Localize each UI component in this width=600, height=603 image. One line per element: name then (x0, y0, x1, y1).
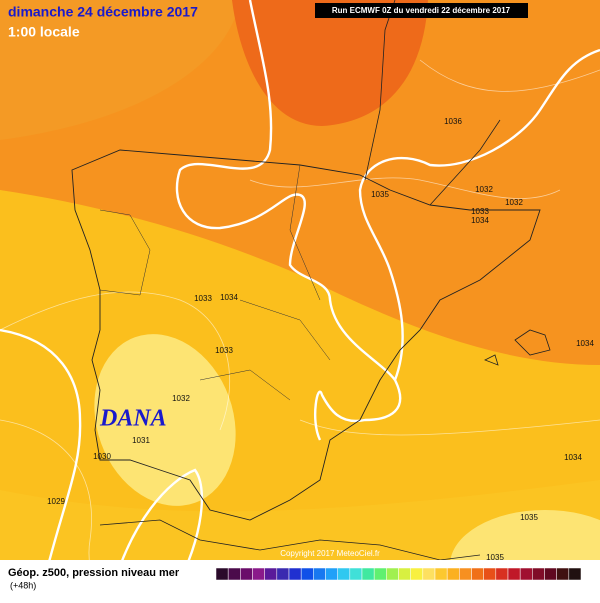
colorbar-swatch (264, 567, 278, 581)
legend-title: Géop. z500, pression niveau mer (8, 567, 180, 579)
orange-zone-light (0, 0, 240, 140)
colorbar-swatch (507, 567, 521, 581)
pressure-label: 1032 (172, 394, 190, 403)
colorbar-swatch (495, 567, 509, 581)
colorbar-swatch (568, 567, 582, 581)
copyright: Copyright 2017 MeteoCiel.fr (280, 549, 380, 558)
colorbar-swatch (337, 567, 351, 581)
colorbar-swatch (227, 567, 241, 581)
title: dimanche 24 décembre 2017 (8, 4, 198, 20)
colorbar-swatch (422, 567, 436, 581)
colorbar-swatch (459, 567, 472, 581)
pressure-label: 1030 (93, 452, 111, 461)
lead-time: (+48h) (10, 580, 36, 590)
colorbar-swatch (300, 567, 314, 581)
pressure-label: 1035 (520, 513, 538, 522)
pressure-label: 1033 (194, 294, 212, 303)
pressure-label: 1033 (215, 346, 233, 355)
run-box (315, 3, 528, 18)
colorbar-swatch (544, 567, 557, 581)
colorbar-swatch (361, 567, 375, 581)
subtitle: 1:00 locale (8, 24, 80, 40)
regions (99, 164, 331, 401)
colorbar-swatch (313, 567, 326, 581)
colorbar-swatch (471, 567, 484, 581)
dana-label: DANA (99, 406, 167, 432)
pressure-label: 1035 (486, 553, 504, 562)
run-label: Run ECMWF 0Z du vendredi 22 décembre 201… (332, 6, 511, 15)
colorbar-swatch (483, 567, 497, 581)
iberia-coast (71, 149, 541, 521)
pressure-label: 1029 (47, 497, 65, 506)
yellow-zone (0, 480, 600, 560)
colorbar-swatch (398, 567, 411, 581)
balearic-islands (484, 329, 551, 366)
colorbar-swatch (349, 567, 363, 581)
low-zone (94, 334, 236, 506)
colorbar-swatch (373, 567, 387, 581)
dark-orange-zone (232, 0, 428, 126)
pressure-label: 1033 (471, 207, 489, 216)
pressure-label: 1032 (475, 185, 493, 194)
pressure-label: 1034 (471, 216, 489, 225)
colorbar-swatch (434, 567, 448, 581)
colorbar-swatch (532, 567, 545, 581)
colorbar-swatch (410, 567, 424, 581)
colorbar-swatch (519, 567, 533, 581)
colorbar-swatch (446, 567, 460, 581)
z500-contour (175, 0, 600, 441)
colorbar-swatch (240, 567, 253, 581)
pressure-label: 1035 (371, 190, 389, 199)
pressure-label: 1034 (220, 293, 238, 302)
colorbar-swatch (325, 567, 338, 581)
pressure-label: 1032 (505, 198, 523, 207)
pressure-label: 1031 (132, 436, 150, 445)
north-africa-coast (99, 519, 481, 561)
colorbar-swatch (215, 567, 229, 581)
colorbar-swatch (556, 567, 570, 581)
colorbar (215, 567, 582, 581)
pressure-label: 1036 (444, 117, 462, 126)
colorbar-swatch (252, 567, 265, 581)
colorbar-swatch (288, 567, 302, 581)
pressure-label: 1034 (564, 453, 582, 462)
colorbar-swatch (386, 567, 399, 581)
colorbar-swatch (276, 567, 290, 581)
z500-contour-south (0, 328, 204, 599)
pressure-label: 1034 (576, 339, 594, 348)
